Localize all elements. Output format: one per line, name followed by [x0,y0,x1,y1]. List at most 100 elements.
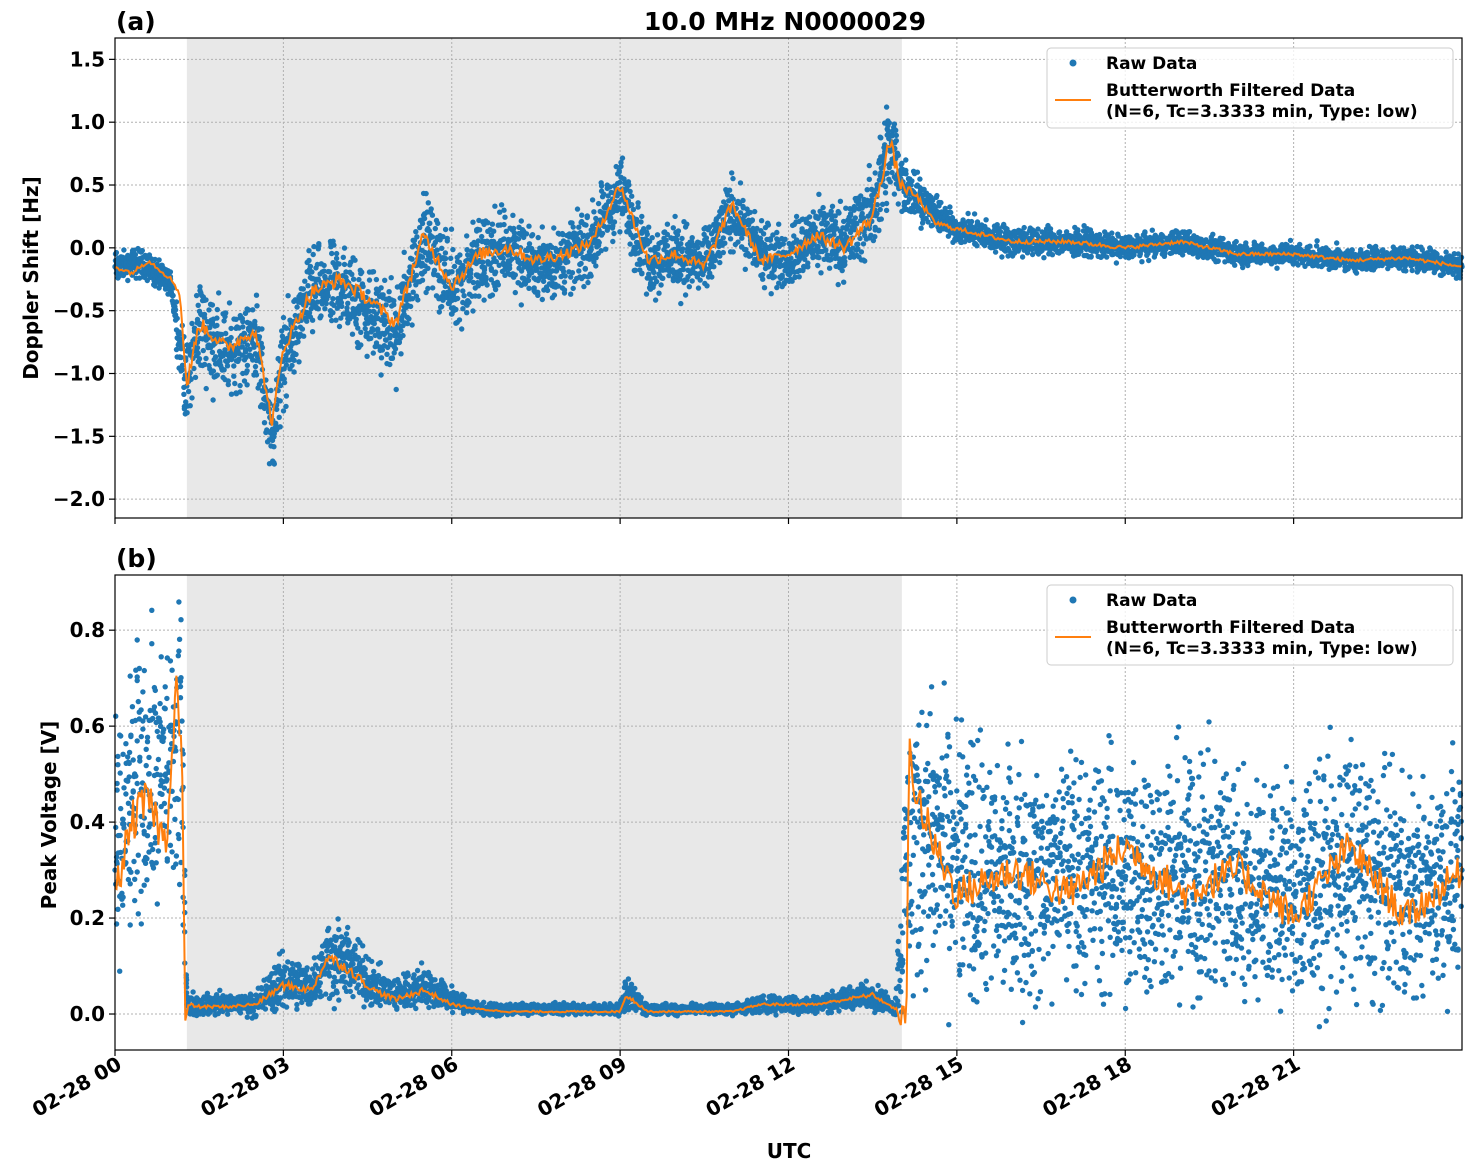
raw-data-point [476,227,483,233]
raw-data-point [156,257,162,263]
raw-data-point [309,269,315,275]
raw-data-point [191,365,197,372]
raw-data-point [244,382,250,388]
raw-data-point [652,297,659,303]
raw-data-point [593,263,599,269]
raw-data-point [258,340,264,346]
raw-data-point [535,289,541,295]
raw-data-point [695,244,701,251]
raw-data-point [805,260,811,266]
raw-data-point [241,331,248,337]
raw-data-point [428,206,434,212]
raw-data-point [333,264,339,271]
raw-data-point [231,363,237,369]
raw-data-point [561,290,568,296]
raw-data-point [451,263,458,270]
raw-data-point [237,389,243,395]
raw-data-point [1243,240,1249,246]
raw-data-point [425,285,431,292]
raw-data-point [484,282,490,288]
raw-data-point [780,241,786,247]
raw-data-point [872,234,878,240]
raw-data-point [752,208,758,215]
raw-data-point [409,256,415,262]
raw-data-point [228,391,235,397]
raw-data-point [968,218,975,225]
raw-data-point [326,283,333,290]
raw-data-point [515,236,522,242]
raw-data-point [742,266,748,272]
raw-data-point [1349,247,1355,253]
raw-data-point [730,175,736,182]
raw-data-point [331,242,337,248]
raw-data-point [216,290,222,296]
raw-data-point [318,313,324,319]
raw-data-point [474,242,480,248]
raw-data-point [1146,257,1152,264]
raw-data-point [421,215,428,222]
raw-data-point [518,268,525,274]
raw-data-point [498,202,505,208]
raw-data-point [727,236,734,242]
raw-data-point [359,269,365,275]
raw-data-point [428,259,434,265]
raw-data-point [221,318,227,324]
raw-data-point [588,246,594,253]
raw-data-point [852,215,858,221]
raw-data-point [325,293,331,299]
raw-data-point [629,193,635,199]
raw-data-point [589,197,596,203]
raw-data-point [410,289,416,295]
raw-data-point [353,316,359,322]
raw-data-point [398,327,404,334]
raw-data-point [608,215,614,221]
raw-data-point [582,265,588,272]
raw-data-point [321,268,327,274]
raw-data-point [358,329,364,335]
raw-data-point [439,245,445,251]
raw-data-point [495,282,501,288]
raw-data-point [344,305,350,311]
raw-data-point [551,275,558,281]
raw-data-point [476,293,482,299]
raw-data-point [340,254,346,260]
raw-data-point [651,269,657,276]
raw-data-point [256,334,263,340]
raw-data-point [679,235,685,242]
raw-data-point [729,170,735,176]
raw-data-point [470,219,476,225]
raw-data-point [283,362,290,368]
raw-data-point [914,169,921,175]
raw-data-point [664,221,671,227]
raw-data-point [726,187,733,193]
raw-data-point [596,239,602,246]
raw-data-point [760,276,766,282]
raw-data-point [210,397,216,403]
raw-data-point [684,221,690,227]
raw-data-point [358,342,364,348]
raw-data-point [173,299,180,305]
raw-data-point [271,444,277,450]
raw-data-point [214,306,220,313]
raw-data-point [603,246,609,252]
raw-data-point [607,184,613,190]
raw-data-point [322,306,328,312]
raw-data-point [442,255,449,262]
raw-data-point [231,373,237,379]
raw-data-point [866,176,872,182]
raw-data-point [639,270,645,276]
raw-data-point [392,346,399,352]
raw-data-point [470,308,476,314]
raw-data-point [502,214,508,220]
raw-data-point [415,297,421,303]
raw-data-point [711,264,717,270]
raw-data-point [306,257,312,264]
raw-data-point [997,228,1004,235]
raw-data-point [489,221,496,227]
raw-data-point [425,265,431,271]
raw-data-point [413,229,419,235]
raw-data-point [501,221,507,228]
raw-data-point [1232,262,1238,268]
raw-data-point [847,212,854,219]
raw-data-point [526,285,532,291]
